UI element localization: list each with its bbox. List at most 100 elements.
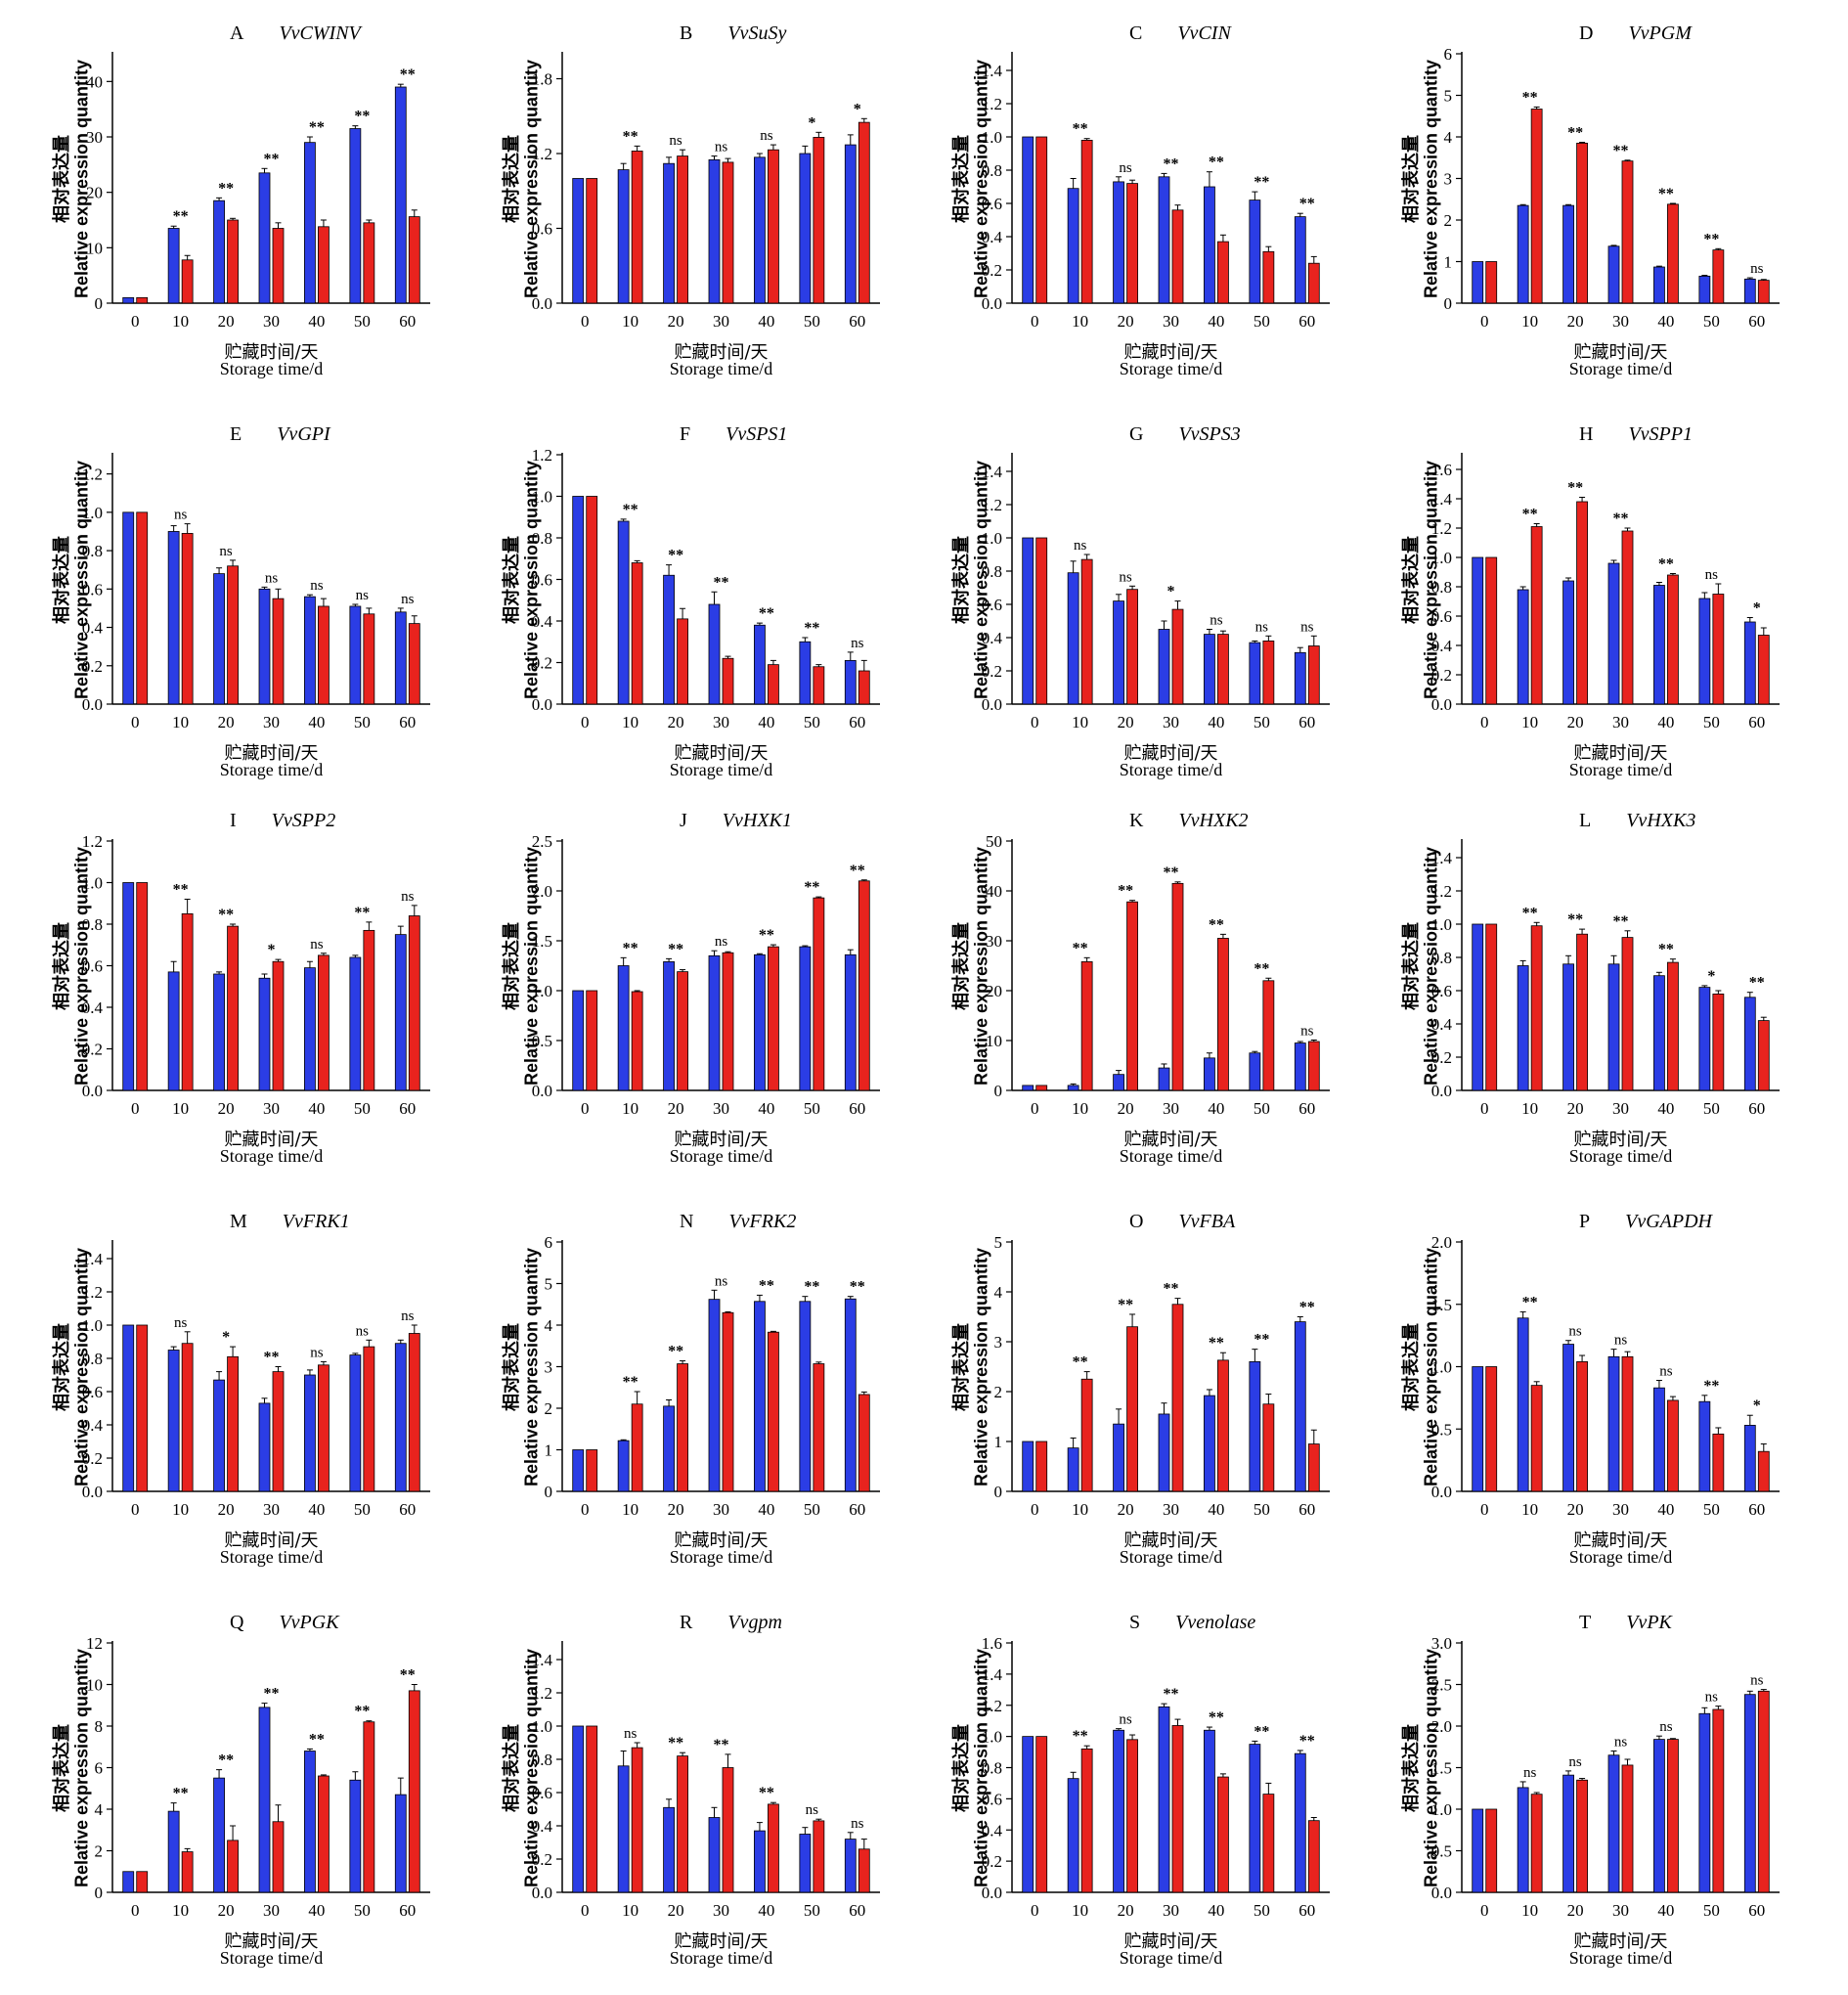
x-tick-label: 10 xyxy=(622,1500,638,1519)
significance-label: ** xyxy=(264,1350,280,1366)
bar-series-1 xyxy=(213,573,225,705)
bar-series-2 xyxy=(408,1333,420,1492)
bar-series-2 xyxy=(1126,1326,1138,1492)
y-tick-label: 0.4 xyxy=(532,1817,553,1836)
y-tick-label: 1.0 xyxy=(1431,1800,1452,1819)
bar-series-1 xyxy=(1653,1387,1665,1492)
bar-series-1 xyxy=(1204,1729,1215,1893)
significance-label: ** xyxy=(804,620,819,637)
y-tick-label: 1.4 xyxy=(982,1665,1003,1684)
x-tick-label: 10 xyxy=(172,1500,189,1519)
bar-series-1 xyxy=(1249,1052,1261,1091)
y-tick-label: 1.4 xyxy=(1431,849,1453,867)
chart-panel-a: 0 10 20 30 40 0 10 ** 20 ** 30 ** 40 ** 50 ** 60 ** A VvCWI… xyxy=(0,10,450,401)
bar-series-1 xyxy=(708,603,721,705)
x-tick-label: 50 xyxy=(1703,1500,1720,1519)
chart-svg: 0.0 0.2 0.4 0.6 0.8 1.0 1.2 1.4 0 10 ns 20 * 30 ** 40 ns… xyxy=(82,1240,430,1519)
bar-series-2 xyxy=(1126,901,1138,1091)
y-tick-label: 1 xyxy=(545,1441,553,1460)
x-axis-label-cn: 贮藏时间/天 xyxy=(1123,1530,1218,1551)
chart-title: K VvHXK2 xyxy=(1129,810,1249,832)
gene-name: VvSuSy xyxy=(727,22,787,44)
x-tick-label: 40 xyxy=(758,1901,774,1920)
x-tick-label: 50 xyxy=(1254,312,1270,331)
y-tick-label: 2 xyxy=(994,1383,1003,1401)
x-tick-label: 40 xyxy=(308,312,325,331)
bar-series-1 xyxy=(213,200,225,304)
y-axis-label-en: Relative expression quantity xyxy=(521,1648,542,1887)
significance-label: ns xyxy=(1614,1333,1628,1349)
x-tick-label: 50 xyxy=(354,1099,371,1118)
y-axis-label-en: Relative expression quantity xyxy=(71,460,92,699)
bar-series-1 xyxy=(1022,1736,1034,1893)
y-tick-label: 30 xyxy=(986,932,1002,951)
bar-series-2 xyxy=(272,1821,285,1893)
bar-series-2 xyxy=(1667,1739,1679,1893)
y-axis-label-cn: 相对表达量 xyxy=(502,921,522,1010)
y-axis-label-en: Relative expression quantity xyxy=(521,59,542,298)
significance-label: ** xyxy=(1567,911,1583,928)
gene-name: VvSPP2 xyxy=(271,810,336,831)
bar-series-2 xyxy=(1307,1443,1320,1492)
bar-series-1 xyxy=(349,1354,362,1492)
gene-name: VvFBA xyxy=(1178,1211,1236,1232)
y-tick-label: 0.8 xyxy=(1431,578,1452,597)
x-tick-label: 60 xyxy=(1748,1500,1765,1519)
x-tick-label: 10 xyxy=(172,713,189,732)
y-tick-label: 0.2 xyxy=(532,1850,552,1869)
x-tick-label: 60 xyxy=(1298,1099,1315,1118)
bar-series-1 xyxy=(1743,1694,1756,1893)
significance-label: ns xyxy=(174,1315,188,1331)
chart-panel-t: 0.0 0.5 1.0 1.5 2.0 2.5 3.0 0 10 ns 20 ns 30 ns 40 ns 50… xyxy=(1349,1599,1799,1990)
y-tick-label: 1.0 xyxy=(82,1316,103,1335)
x-tick-label: 50 xyxy=(354,713,371,732)
significance-label: ** xyxy=(1254,1332,1269,1349)
chart-svg: 0 10 20 30 40 50 0 10 ** 20 ** 30 ** 40 ** 50 ** 60 ns xyxy=(986,832,1330,1118)
y-tick-label: 0.8 xyxy=(982,1759,1002,1778)
significance-label: ns xyxy=(310,1345,324,1360)
significance-label: ** xyxy=(1567,125,1583,142)
significance-label: * xyxy=(808,114,815,131)
bar-series-1 xyxy=(1249,642,1261,705)
bar-series-1 xyxy=(1562,963,1574,1091)
bar-series-2 xyxy=(722,1767,734,1893)
y-tick-label: 0.0 xyxy=(1431,1483,1452,1501)
bar-series-1 xyxy=(1204,634,1215,705)
chart-panel-o: 0 1 2 3 4 5 0 10 ** 20 ** 30 ** 40 ** 50 ** 60 ** O VvFBA 相对表… xyxy=(900,1198,1349,1589)
significance-label: ** xyxy=(668,548,683,564)
significance-label: ** xyxy=(309,119,325,136)
x-tick-label: 60 xyxy=(1748,713,1765,732)
x-axis-label-cn: 贮藏时间/天 xyxy=(1573,1530,1668,1551)
x-tick-label: 20 xyxy=(1118,713,1134,732)
y-tick-label: 0.6 xyxy=(1431,607,1452,626)
x-tick-label: 30 xyxy=(1612,1901,1629,1920)
gene-name: VvPGM xyxy=(1628,22,1692,44)
gene-name: Vvgpm xyxy=(727,1612,782,1633)
x-tick-label: 30 xyxy=(263,1901,280,1920)
bar-series-2 xyxy=(768,1331,779,1492)
x-tick-label: 50 xyxy=(804,1099,820,1118)
bar-series-1 xyxy=(349,956,362,1091)
x-axis-label-en: Storage time/d xyxy=(669,1547,773,1567)
chart-title: I VvSPP2 xyxy=(230,810,335,832)
x-tick-label: 10 xyxy=(172,1099,189,1118)
x-tick-label: 0 xyxy=(1031,713,1039,732)
bar-series-2 xyxy=(586,1725,598,1893)
y-axis-label-en: Relative expression quantity xyxy=(71,59,92,298)
x-axis-label-cn: 贮藏时间/天 xyxy=(1573,743,1668,764)
x-axis-label-en: Storage time/d xyxy=(1568,359,1673,378)
significance-label: ns xyxy=(1659,1719,1673,1735)
significance-label: * xyxy=(854,101,861,117)
chart-title: B VvSuSy xyxy=(680,22,786,45)
bar-series-1 xyxy=(167,228,180,304)
bar-series-2 xyxy=(1035,1441,1048,1492)
x-tick-label: 30 xyxy=(713,1500,729,1519)
y-tick-label: 0.0 xyxy=(532,695,552,714)
bar-series-2 xyxy=(1307,645,1320,705)
y-axis-label-cn: 相对表达量 xyxy=(52,134,72,223)
bar-series-1 xyxy=(1113,181,1124,304)
x-tick-label: 20 xyxy=(1567,1099,1584,1118)
bar-series-1 xyxy=(844,659,857,705)
